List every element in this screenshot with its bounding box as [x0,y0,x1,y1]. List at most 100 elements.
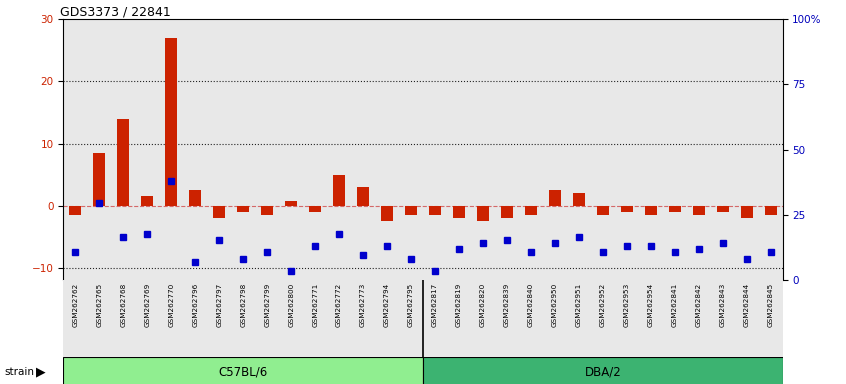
Bar [159,19,184,280]
Text: GSM262819: GSM262819 [456,283,462,327]
Bar [423,357,783,384]
Bar [87,280,112,357]
Bar [285,201,297,206]
Bar [734,280,759,357]
Text: GSM262771: GSM262771 [312,283,318,327]
Text: GSM262765: GSM262765 [96,283,102,327]
Bar [759,19,783,280]
Bar [159,280,184,357]
Bar [495,19,519,280]
Bar [525,206,537,215]
Bar [740,206,753,218]
Bar [471,19,495,280]
Bar [261,206,273,215]
Bar [662,280,687,357]
Text: GSM262951: GSM262951 [576,283,582,327]
Bar [477,206,489,221]
Text: GSM262952: GSM262952 [600,283,606,327]
Text: DBA/2: DBA/2 [585,365,621,378]
Bar [687,19,711,280]
Bar [501,206,513,218]
Bar [615,19,639,280]
Text: GSM262762: GSM262762 [73,283,79,327]
Text: GSM262796: GSM262796 [192,283,198,327]
Bar [381,206,393,221]
Bar [135,19,159,280]
Text: strain: strain [4,366,34,377]
Text: GSM262798: GSM262798 [240,283,246,327]
Bar [184,19,207,280]
Text: GSM262768: GSM262768 [120,283,126,327]
Text: GSM262770: GSM262770 [168,283,174,327]
Bar [327,280,351,357]
Bar [165,38,178,206]
Bar [765,206,777,215]
Bar [615,280,639,357]
Bar [190,190,201,206]
Bar [63,280,87,357]
Text: GSM262794: GSM262794 [384,283,390,327]
Bar [423,280,447,357]
Bar [399,19,423,280]
Bar [231,19,255,280]
Bar [662,19,687,280]
Bar [639,280,662,357]
Text: GSM262841: GSM262841 [672,283,678,327]
Text: GSM262843: GSM262843 [720,283,726,327]
Bar [447,280,471,357]
Bar [112,280,135,357]
Bar [255,280,279,357]
Bar [573,193,585,206]
Bar [63,357,423,384]
Bar [405,206,417,215]
Bar [351,19,375,280]
Bar [184,280,207,357]
Bar [759,280,783,357]
Text: GSM262845: GSM262845 [767,283,773,327]
Text: GSM262840: GSM262840 [528,283,534,327]
Text: GSM262799: GSM262799 [264,283,270,327]
Text: GSM262842: GSM262842 [695,283,701,327]
Bar [303,19,327,280]
Text: GSM262820: GSM262820 [480,283,486,327]
Bar [141,196,153,206]
Bar [693,206,705,215]
Bar [357,187,369,206]
Bar [621,206,633,212]
Bar [309,206,321,212]
Bar [255,19,279,280]
Bar [93,153,106,206]
Bar [63,19,87,280]
Text: GSM262800: GSM262800 [288,283,294,327]
Bar [567,19,591,280]
Bar [543,280,567,357]
Bar [471,280,495,357]
Bar [351,280,375,357]
Bar [87,19,112,280]
Bar [327,19,351,280]
Text: GSM262839: GSM262839 [504,283,510,327]
Text: C57BL/6: C57BL/6 [218,365,268,378]
Bar [135,280,159,357]
Bar [447,19,471,280]
Bar [495,280,519,357]
Bar [429,206,441,215]
Bar [453,206,465,218]
Bar [519,19,543,280]
Bar [596,206,609,215]
Bar [213,206,225,218]
Text: GSM262772: GSM262772 [336,283,342,327]
Bar [333,175,345,206]
Bar [207,280,231,357]
Bar [543,19,567,280]
Text: GSM262797: GSM262797 [217,283,222,327]
Bar [231,280,255,357]
Text: GDS3373 / 22841: GDS3373 / 22841 [60,5,171,18]
Text: GSM262773: GSM262773 [360,283,366,327]
Bar [645,206,656,215]
Bar [279,19,303,280]
Bar [279,280,303,357]
Text: GSM262954: GSM262954 [648,283,654,327]
Bar [668,206,681,212]
Bar [717,206,728,212]
